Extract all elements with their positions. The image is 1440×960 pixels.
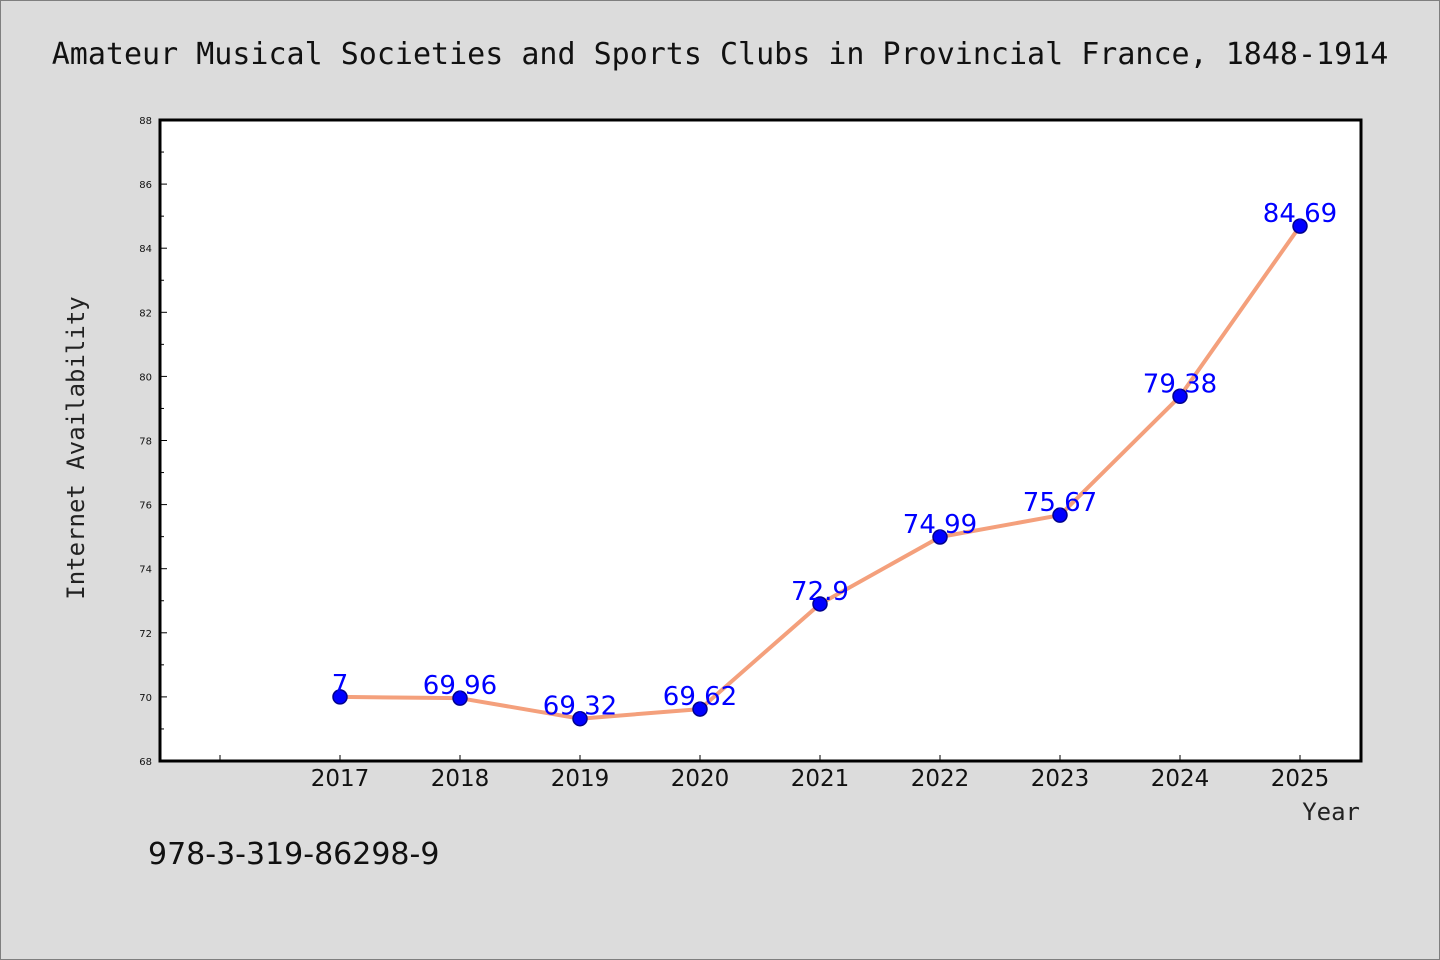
x-tick-label: 2020 — [671, 766, 730, 792]
y-tick-label: 80 — [139, 372, 152, 383]
y-tick-label: 86 — [139, 180, 152, 191]
x-tick-label: 2022 — [911, 766, 970, 792]
y-tick-label: 72 — [139, 629, 152, 640]
x-tick-label: 2019 — [551, 766, 610, 792]
data-label: 74.99 — [903, 510, 977, 540]
x-axis-title: Year — [1302, 798, 1360, 826]
x-tick-label: 2023 — [1031, 766, 1090, 792]
data-labels: 7 69.96 69.32 69.62 72.9 74.99 75.67 79.38 84.69 — [332, 199, 1337, 722]
data-label: 69.32 — [543, 692, 617, 722]
data-point — [1292, 218, 1308, 234]
data-label: 7 — [332, 670, 349, 700]
data-point — [572, 710, 588, 727]
series-markers — [332, 218, 1308, 727]
data-label: 72.9 — [791, 577, 849, 607]
x-tick-label: 2021 — [791, 766, 850, 792]
y-axis: 68 70 72 74 76 78 80 82 84 86 88 — [139, 116, 167, 768]
x-tick-label: 2018 — [431, 766, 490, 792]
data-point — [1172, 388, 1188, 405]
y-tick-label: 74 — [139, 565, 152, 576]
data-label: 84.69 — [1263, 199, 1337, 229]
y-tick-label: 70 — [139, 693, 152, 704]
x-axis: 2017 2018 2019 2020 2021 2022 2023 2024 2025 — [219, 755, 1330, 792]
data-label: 69.62 — [663, 682, 737, 712]
y-tick-label: 82 — [139, 308, 152, 319]
data-point — [1052, 507, 1068, 523]
x-tick-label: 2024 — [1151, 766, 1210, 792]
data-label: 79.38 — [1143, 369, 1217, 399]
data-point — [932, 529, 948, 545]
chart-title: Amateur Musical Societies and Sports Clu… — [52, 37, 1389, 72]
y-tick-label: 78 — [139, 437, 152, 448]
isbn-footer: 978-3-319-86298-9 — [148, 837, 439, 872]
plot-area — [158, 118, 1363, 763]
y-tick-label: 68 — [139, 757, 152, 768]
y-tick-label: 76 — [139, 501, 152, 512]
x-tick-label: 2025 — [1271, 766, 1330, 792]
data-label: 75.67 — [1023, 488, 1097, 518]
x-tick-label: 2017 — [311, 766, 370, 792]
y-tick-label: 84 — [139, 244, 152, 255]
y-axis-title: Internet Availability — [62, 296, 90, 599]
data-point — [332, 689, 348, 705]
data-point — [452, 690, 468, 706]
data-point — [692, 701, 708, 717]
data-label: 69.96 — [423, 671, 497, 701]
data-point — [812, 596, 828, 612]
y-tick-label: 88 — [139, 116, 152, 127]
